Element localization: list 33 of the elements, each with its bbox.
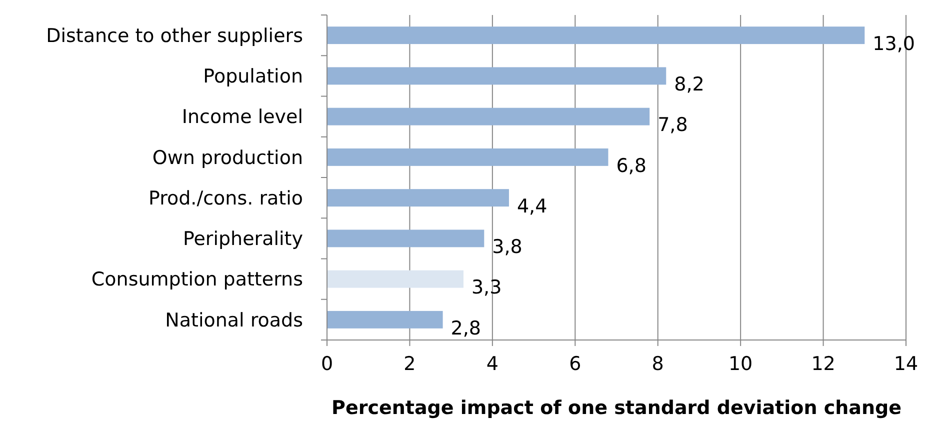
data-label: 8,2 xyxy=(674,74,704,96)
x-tick-label: 0 xyxy=(320,353,334,375)
bar xyxy=(327,189,509,207)
y-tick-label: Income level xyxy=(182,106,303,128)
x-tick-label: 12 xyxy=(811,353,836,375)
y-tick-label: Prod./cons. ratio xyxy=(148,187,303,210)
bar xyxy=(327,230,484,248)
x-tick-label: 4 xyxy=(486,353,498,375)
y-tick-label: Own production xyxy=(152,146,303,169)
x-tick-label: 10 xyxy=(728,353,753,375)
y-tick-label: Consumption patterns xyxy=(91,268,303,291)
y-tick-label: Population xyxy=(203,66,303,88)
data-label: 3,8 xyxy=(492,236,522,258)
data-label: 4,4 xyxy=(516,195,548,218)
data-label: 2,8 xyxy=(450,317,482,340)
bar xyxy=(327,270,464,288)
data-label: 13,0 xyxy=(872,32,915,55)
bar xyxy=(327,310,443,328)
x-axis-title: Percentage impact of one standard deviation change xyxy=(332,397,902,419)
y-tick-label: Peripherality xyxy=(182,228,303,250)
bar xyxy=(327,108,650,126)
y-tick-label: Distance to other suppliers xyxy=(46,24,303,47)
data-label: 7,8 xyxy=(658,114,688,136)
x-tick-label: 8 xyxy=(652,353,664,375)
bar xyxy=(327,26,865,44)
x-tick-label: 14 xyxy=(894,353,918,375)
bar xyxy=(327,67,666,85)
x-tick-label: 2 xyxy=(404,353,416,375)
x-tick-label: 6 xyxy=(569,353,582,375)
bar xyxy=(327,148,608,166)
y-tick-label: National roads xyxy=(165,309,303,332)
data-label: 6,8 xyxy=(616,154,646,177)
data-label: 3,3 xyxy=(471,276,502,299)
